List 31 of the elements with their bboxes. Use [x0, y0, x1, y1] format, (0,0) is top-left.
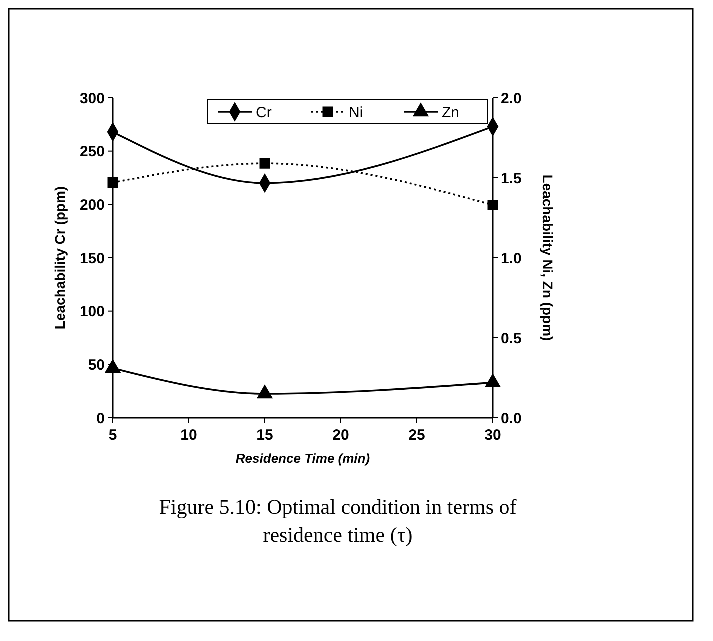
y-tick-label: 150	[80, 250, 105, 268]
x-tick-label: 20	[332, 427, 350, 444]
y2-tick-label: 0.5	[501, 330, 522, 348]
point	[257, 385, 273, 399]
point	[108, 178, 118, 188]
point	[105, 360, 121, 374]
x-tick-label: 30	[484, 427, 502, 444]
x-axis-title: Residence Time (min)	[236, 451, 370, 466]
legend-label: Zn	[442, 104, 460, 122]
y-tick-label: 300	[80, 90, 105, 108]
caption: Figure 5.10: Optimal condition in terms of residence time (τ)	[158, 494, 518, 549]
y2-tick-label: 1.5	[501, 170, 522, 188]
y-tick-label: 50	[88, 356, 105, 374]
y-tick-label: 200	[80, 196, 105, 214]
y2-tick-label: 2.0	[501, 90, 522, 108]
legend-label: Cr	[256, 104, 272, 122]
x-tick-label: 5	[108, 427, 118, 444]
x-tick-label: 10	[180, 427, 198, 444]
y-axis-title: Leachability Cr (ppm)	[52, 186, 68, 330]
legend-label: Ni	[349, 104, 364, 122]
x-tick-label: 15	[256, 427, 274, 444]
point	[485, 374, 501, 388]
point	[488, 200, 498, 210]
point	[260, 158, 270, 169]
y-tick-label: 250	[80, 144, 105, 161]
y-tick-label: 100	[80, 304, 105, 321]
x-tick-label: 25	[408, 427, 426, 444]
y-tick-label: 0	[96, 410, 105, 428]
y2-axis-title: Leachability Ni, Zn (ppm)	[540, 174, 556, 342]
y2-tick-label: 1.0	[501, 250, 522, 268]
y2-tick-label: 0.0	[501, 410, 522, 428]
